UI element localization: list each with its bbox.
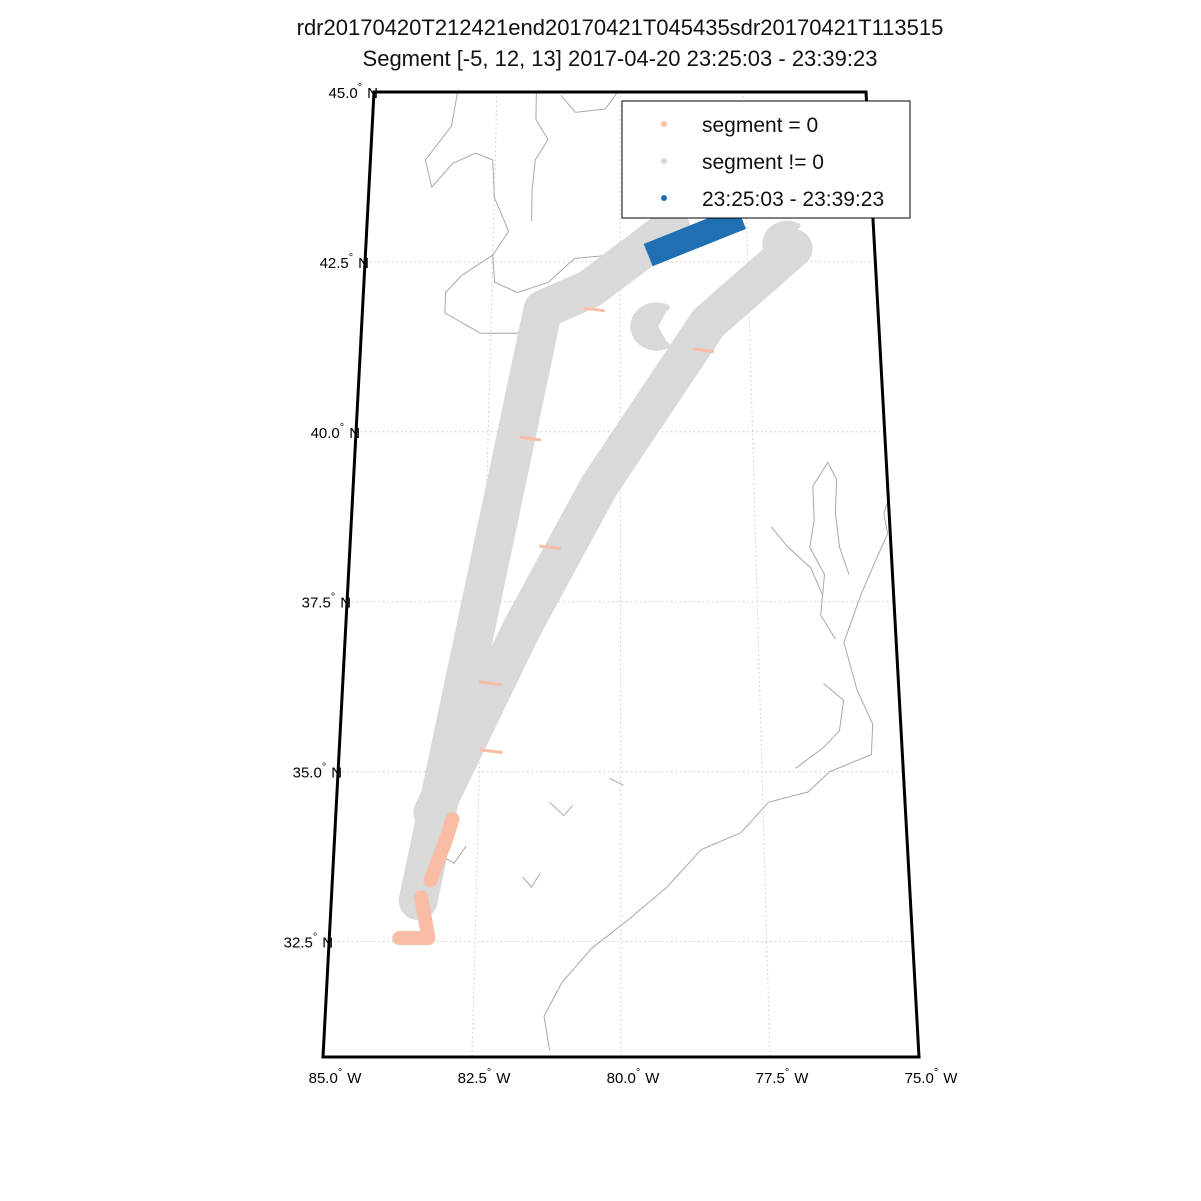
tick-label-lon: 80.0° W: [607, 1067, 661, 1087]
track-segment-zero-mark: [519, 435, 542, 442]
tick-label-lon: 82.5° W: [458, 1067, 512, 1087]
legend-marker: [661, 158, 667, 164]
legend: segment = 0 segment != 0 23:25:03 - 23:39:…: [621, 100, 911, 219]
tick-label-lon: 85.0° W: [309, 1067, 363, 1087]
title-line-1: rdr20170420T212421end20170421T045435sdr2…: [296, 15, 944, 40]
track-segment-nonzero: [398, 208, 691, 921]
track-segment-zero-mark: [692, 347, 715, 354]
track-segment-zero: [423, 812, 460, 888]
legend-label: segment = 0: [702, 114, 818, 137]
coastline: [560, 91, 618, 113]
track-segment-zero-mark: [478, 680, 502, 687]
tick-label-lon: 77.5° W: [756, 1067, 810, 1087]
track-point-nonzero: [796, 261, 803, 267]
coastline: [795, 682, 845, 769]
tick-label-lat: 40.0° N: [311, 422, 360, 442]
legend-box: [621, 100, 911, 219]
track-segment-zero-mark: [583, 306, 605, 313]
track-fan-ray: [786, 244, 801, 265]
coastline: [531, 91, 549, 222]
tick-label-lat: 37.5° N: [302, 592, 351, 612]
tick-label-lat: 35.0° N: [293, 762, 342, 782]
map-border: [321, 90, 921, 1059]
track-highlight: [643, 206, 746, 267]
tick-label-lat: 32.5° N: [284, 931, 333, 951]
coastline: [809, 461, 850, 640]
coastline: [424, 91, 510, 276]
map-frame: [321, 90, 921, 1059]
track-segment-nonzero: [413, 228, 813, 832]
coastline: [549, 801, 573, 817]
title-line-2: Segment [-5, 12, 13] 2017-04-20 23:25:03…: [362, 46, 878, 71]
flight-track-layer: [392, 206, 813, 946]
legend-marker: [661, 121, 667, 127]
coastline: [543, 499, 889, 1051]
grid-line-lon: [619, 91, 622, 1058]
coastline: [522, 873, 541, 888]
grid-line-lon: [742, 91, 771, 1058]
track-segment-zero-mark: [479, 748, 503, 755]
legend-label: 23:25:03 - 23:39:23: [702, 188, 884, 211]
track-segment-zero: [392, 890, 436, 946]
legend-label: segment != 0: [702, 151, 824, 174]
track-segment-zero-mark: [539, 544, 562, 551]
coastline: [770, 526, 824, 596]
track-fan-ray: [655, 325, 669, 347]
coastline: [609, 777, 624, 786]
tick-label-lon: 75.0° W: [905, 1067, 959, 1087]
map-title: rdr20170420T212421end20170421T045435sdr2…: [0, 12, 1201, 74]
tick-label-lat: 45.0° N: [329, 82, 378, 102]
tick-labels: 45.0° N 42.5° N 40.0° N 37.5° N 35.0° N 32.5° N 85.0…: [284, 82, 959, 1087]
tick-label-lat: 42.5° N: [320, 252, 369, 272]
legend-marker: [661, 195, 667, 201]
track-point-nonzero: [664, 342, 671, 349]
